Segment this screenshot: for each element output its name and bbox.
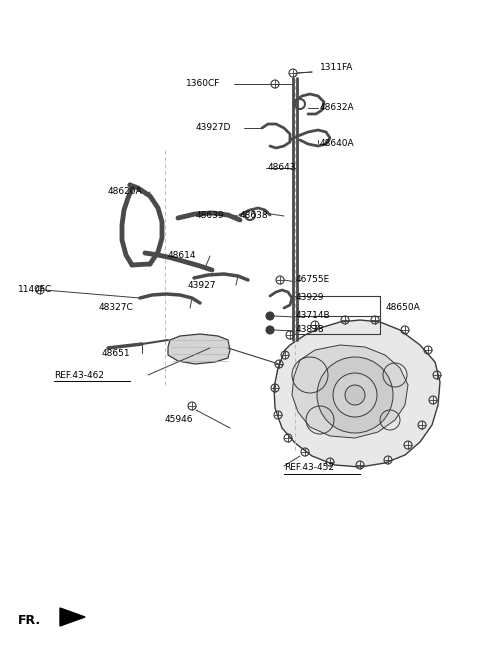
Text: 48650A: 48650A (386, 304, 421, 312)
Text: 48651: 48651 (102, 348, 131, 358)
Text: 1360CF: 1360CF (186, 79, 220, 89)
Text: 48640A: 48640A (320, 138, 355, 148)
Circle shape (266, 312, 274, 320)
Text: 43927D: 43927D (196, 123, 231, 133)
Text: 45946: 45946 (165, 415, 193, 424)
Polygon shape (168, 334, 230, 364)
Text: 48638: 48638 (240, 211, 269, 220)
Polygon shape (274, 320, 440, 467)
Text: 43714B: 43714B (296, 312, 331, 321)
Text: REF.43-452: REF.43-452 (284, 464, 334, 472)
Text: 43838: 43838 (296, 325, 324, 335)
Circle shape (345, 385, 365, 405)
Text: 43929: 43929 (296, 293, 324, 302)
Text: 48632A: 48632A (320, 104, 355, 112)
Text: 48620A: 48620A (108, 188, 143, 197)
Text: 43927: 43927 (188, 281, 216, 289)
Polygon shape (60, 608, 85, 626)
Circle shape (317, 357, 393, 433)
Text: 48614: 48614 (168, 251, 196, 260)
Text: 48327C: 48327C (99, 304, 134, 312)
Circle shape (333, 373, 377, 417)
Text: REF.43-462: REF.43-462 (54, 371, 104, 380)
Circle shape (266, 326, 274, 334)
Polygon shape (292, 345, 408, 438)
Text: FR.: FR. (18, 613, 41, 626)
Text: 48639: 48639 (196, 211, 225, 220)
Text: 48643: 48643 (268, 163, 297, 173)
Text: 1311FA: 1311FA (320, 64, 353, 73)
Text: 1140FC: 1140FC (18, 285, 52, 295)
Text: 46755E: 46755E (296, 276, 330, 285)
